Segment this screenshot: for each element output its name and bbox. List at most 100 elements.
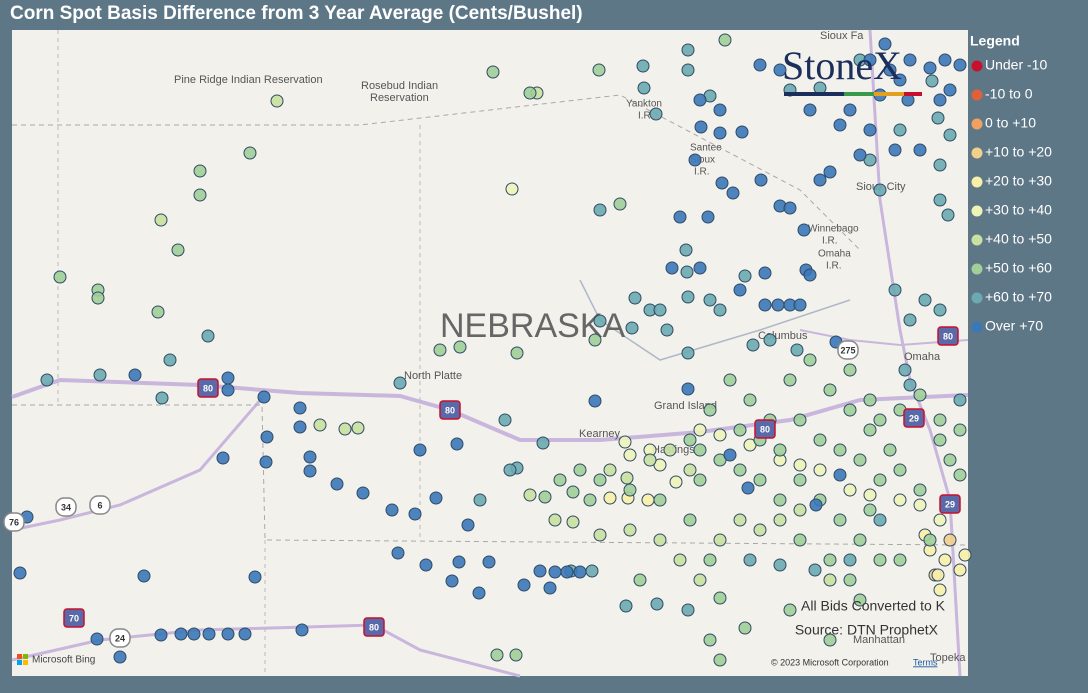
bid-point [913,143,927,157]
bid-point [933,433,947,447]
legend-label: Under -10 [985,57,1047,73]
bid-point [913,483,927,497]
bid-point [803,353,817,367]
logo-bar [784,92,844,96]
bid-point [823,573,837,587]
shield-label: 70 [69,613,79,623]
bid-point [680,265,694,279]
bid-point [673,210,687,224]
bid-point [797,223,811,237]
bid-point [202,627,216,641]
bid-point [723,373,737,387]
bid-point [733,463,747,477]
bid-point [873,183,887,197]
bid-point [498,413,512,427]
place-label: Sioux [690,155,715,166]
bid-point [713,533,727,547]
place-label: I.R. [638,111,654,122]
legend-label: +40 to +50 [985,231,1052,247]
title: Corn Spot Basis Difference from 3 Year A… [10,3,583,24]
legend-swatch [971,234,983,246]
bid-point [603,463,617,477]
bid-point [461,518,475,532]
bid-point [853,453,867,467]
bid-point [933,158,947,172]
bid-point [903,313,917,327]
bid-point [510,346,524,360]
bid-point [843,403,857,417]
bid-point [313,418,327,432]
bid-point [853,148,867,162]
bid-point [593,314,607,328]
bid-point [953,563,967,577]
place-label: Yankton [626,99,662,110]
bid-point [793,458,807,472]
bid-point [941,208,955,222]
legend-label: -10 to 0 [985,86,1033,102]
bid-point [693,573,707,587]
bid-point [548,513,562,527]
bid-point [391,546,405,560]
bid-point [419,558,433,572]
bid-point [536,436,550,450]
bid-point [650,597,664,611]
legend-title: Legend [970,33,1020,49]
place-label: Omaha [818,249,851,260]
bid-point [482,555,496,569]
bid-point [713,303,727,317]
bid-point [548,565,562,579]
bid-point [543,581,557,595]
bid-point [853,533,867,547]
place-label: I.R. [694,167,710,178]
legend-swatch [971,292,983,304]
place-label: Grand Island [654,400,717,412]
bid-point [694,120,708,134]
bid-point [813,463,827,477]
bid-point [683,433,697,447]
bid-point [566,485,580,499]
bid-point [653,493,667,507]
bid-point [741,481,755,495]
bid-points [13,33,972,667]
legend-swatch [971,176,983,188]
legend-label: +20 to +30 [985,173,1052,189]
bid-point [863,53,877,67]
bid-point [259,455,273,469]
bid-point [938,53,952,67]
terms-link[interactable]: Terms [913,657,938,667]
bid-point [763,333,777,347]
bid-point [503,463,517,477]
bid-point [943,533,957,547]
bid-point [193,164,207,178]
bid-point [773,63,787,77]
bing-logo [23,654,28,659]
bid-point [703,293,717,307]
map-labels: NEBRASKA Pine Ridge Indian Reservation R… [174,30,966,664]
bid-point [128,368,142,382]
bid-point [693,443,707,457]
bid-point [243,146,257,160]
bid-point [693,423,707,437]
shield-label: 24 [115,633,125,643]
bid-point [773,558,787,572]
bid-point [593,203,607,217]
bid-point [620,471,634,485]
bid-point [809,498,823,512]
bid-point [813,433,827,447]
bid-point [863,123,877,137]
bid-point [303,464,317,478]
bid-point [953,58,967,72]
bid-point [53,270,67,284]
bid-point [688,153,702,167]
bid-point [925,74,939,88]
bid-point [718,33,732,47]
bid-point [673,553,687,567]
bid-point [753,473,767,487]
bid-point [773,513,787,527]
bid-point [523,86,537,100]
bid-point [693,473,707,487]
bid-point [13,566,27,580]
bid-point [683,463,697,477]
bid-point [679,243,693,257]
